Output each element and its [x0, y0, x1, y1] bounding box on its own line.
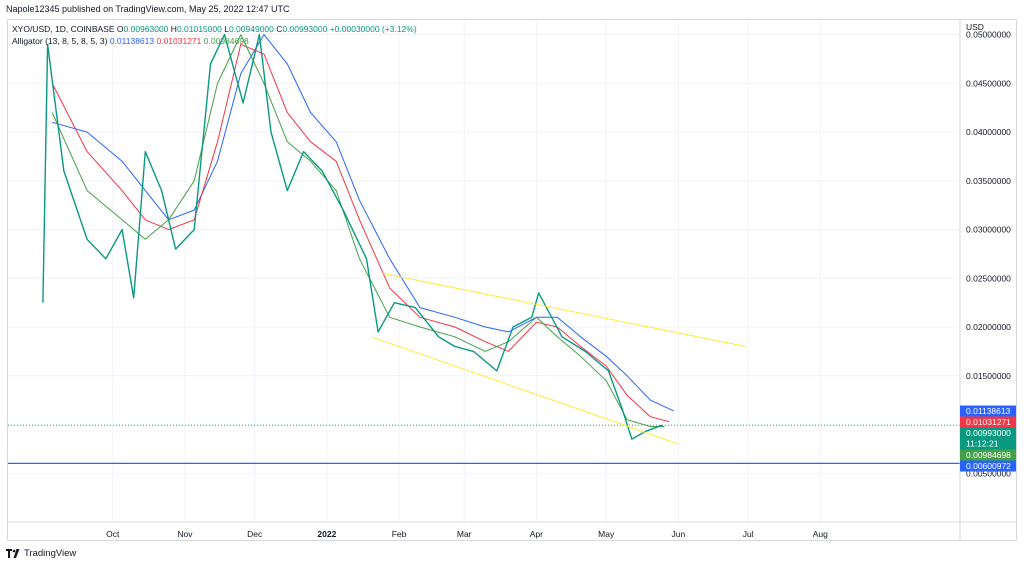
x-tick-label: Feb: [392, 529, 407, 539]
price-tag-jaw: 0.01138613: [960, 405, 1016, 417]
x-tick-label: May: [598, 529, 615, 539]
price-axis[interactable]: 0.00500000 0.01500000 0.02000000 0.02500000…: [966, 30, 1011, 479]
brand-label[interactable]: TradingView: [24, 548, 77, 559]
low-value: 0.00949000: [228, 24, 274, 34]
x-tick-label: Mar: [457, 529, 472, 539]
chart-frame: [7, 19, 1017, 541]
series-teeth: [51, 43, 670, 423]
tradingview-logo-icon: [6, 549, 20, 558]
x-tick-label: Dec: [247, 529, 263, 539]
jaw-value: 0.01138613: [109, 36, 155, 46]
currency-label: USD: [966, 22, 984, 32]
series-channel-upper: [382, 272, 746, 347]
low-label: L: [224, 24, 229, 34]
x-tick-label: Nov: [177, 529, 193, 539]
published-caption: Napole12345 published on TradingView.com…: [6, 4, 290, 14]
price-tags: 0.011386130.010312710.0099300011:12:210.…: [960, 405, 1016, 472]
series-layer: [8, 33, 960, 464]
teeth-value: 0.01031271: [156, 36, 202, 46]
x-tick-label: 2022: [317, 529, 336, 539]
lips-value: 0.00984698: [203, 36, 249, 46]
price-tag-bg: [960, 449, 1016, 461]
price-tag-lips: 0.00984698: [960, 449, 1016, 461]
price-tag-support: 0.00600972: [960, 460, 1016, 472]
y-tick-label: 0.04500000: [966, 78, 1011, 88]
price-tag-teeth: 0.01031271: [960, 416, 1016, 428]
price-tag-value: 0.01031271: [966, 417, 1011, 427]
legend: XYO/USD, 1D, COINBASE O0.00963000 H0.010…: [12, 23, 417, 47]
series-lips: [51, 34, 665, 427]
price-tag-value: 0.01138613: [966, 406, 1011, 416]
series-channel-lower: [370, 336, 679, 445]
legend-indicator-row: Alligator (13, 8, 5, 8, 5, 3) 0.01138613…: [12, 35, 417, 47]
y-tick-label: 0.03000000: [966, 225, 1011, 235]
y-tick-label: 0.03500000: [966, 176, 1011, 186]
price-tag-countdown: 11:12:21: [966, 439, 999, 449]
change-value: +0.00030000 (+3.12%): [329, 24, 417, 34]
legend-ohlc-row: XYO/USD, 1D, COINBASE O0.00963000 H0.010…: [12, 23, 417, 35]
price-tag-bg: [960, 427, 1016, 450]
y-tick-label: 0.04000000: [966, 127, 1011, 137]
x-tick-label: Jul: [743, 529, 754, 539]
x-tick-label: Jun: [671, 529, 685, 539]
x-tick-label: Oct: [106, 529, 120, 539]
price-tag-bg: [960, 416, 1016, 428]
x-tick-label: Apr: [530, 529, 543, 539]
y-tick-label: 0.05000000: [966, 30, 1011, 40]
time-axis[interactable]: Oct Nov Dec 2022 Feb Mar Apr May Jun Jul Aug: [106, 529, 828, 539]
y-tick-label: 0.01500000: [966, 371, 1011, 381]
price-tag-bg: [960, 460, 1016, 472]
close-value: 0.00993000: [282, 24, 328, 34]
series-price: [42, 33, 663, 440]
footer: TradingView: [6, 548, 76, 559]
high-value: 0.01015000: [176, 24, 222, 34]
open-label: O: [116, 24, 124, 34]
series-jaw: [52, 34, 674, 412]
symbol-label[interactable]: XYO/USD, 1D, COINBASE: [12, 24, 115, 34]
y-tick-label: 0.02000000: [966, 322, 1011, 332]
high-label: H: [170, 24, 177, 34]
open-value: 0.00963000: [123, 24, 169, 34]
x-tick-label: Aug: [813, 529, 828, 539]
y-tick-label: 0.02500000: [966, 273, 1011, 283]
price-tag-bg: [960, 405, 1016, 417]
price-tag-value: 0.00993000: [966, 428, 1011, 438]
y-tick-label: 0.00500000: [966, 468, 1011, 478]
close-label: C: [276, 24, 283, 34]
price-tag-value: 0.00984698: [966, 450, 1011, 460]
indicator-label[interactable]: Alligator (13, 8, 5, 8, 5, 3): [12, 36, 108, 46]
price-tag-value: 0.00600972: [966, 461, 1011, 471]
grid: [8, 20, 960, 522]
